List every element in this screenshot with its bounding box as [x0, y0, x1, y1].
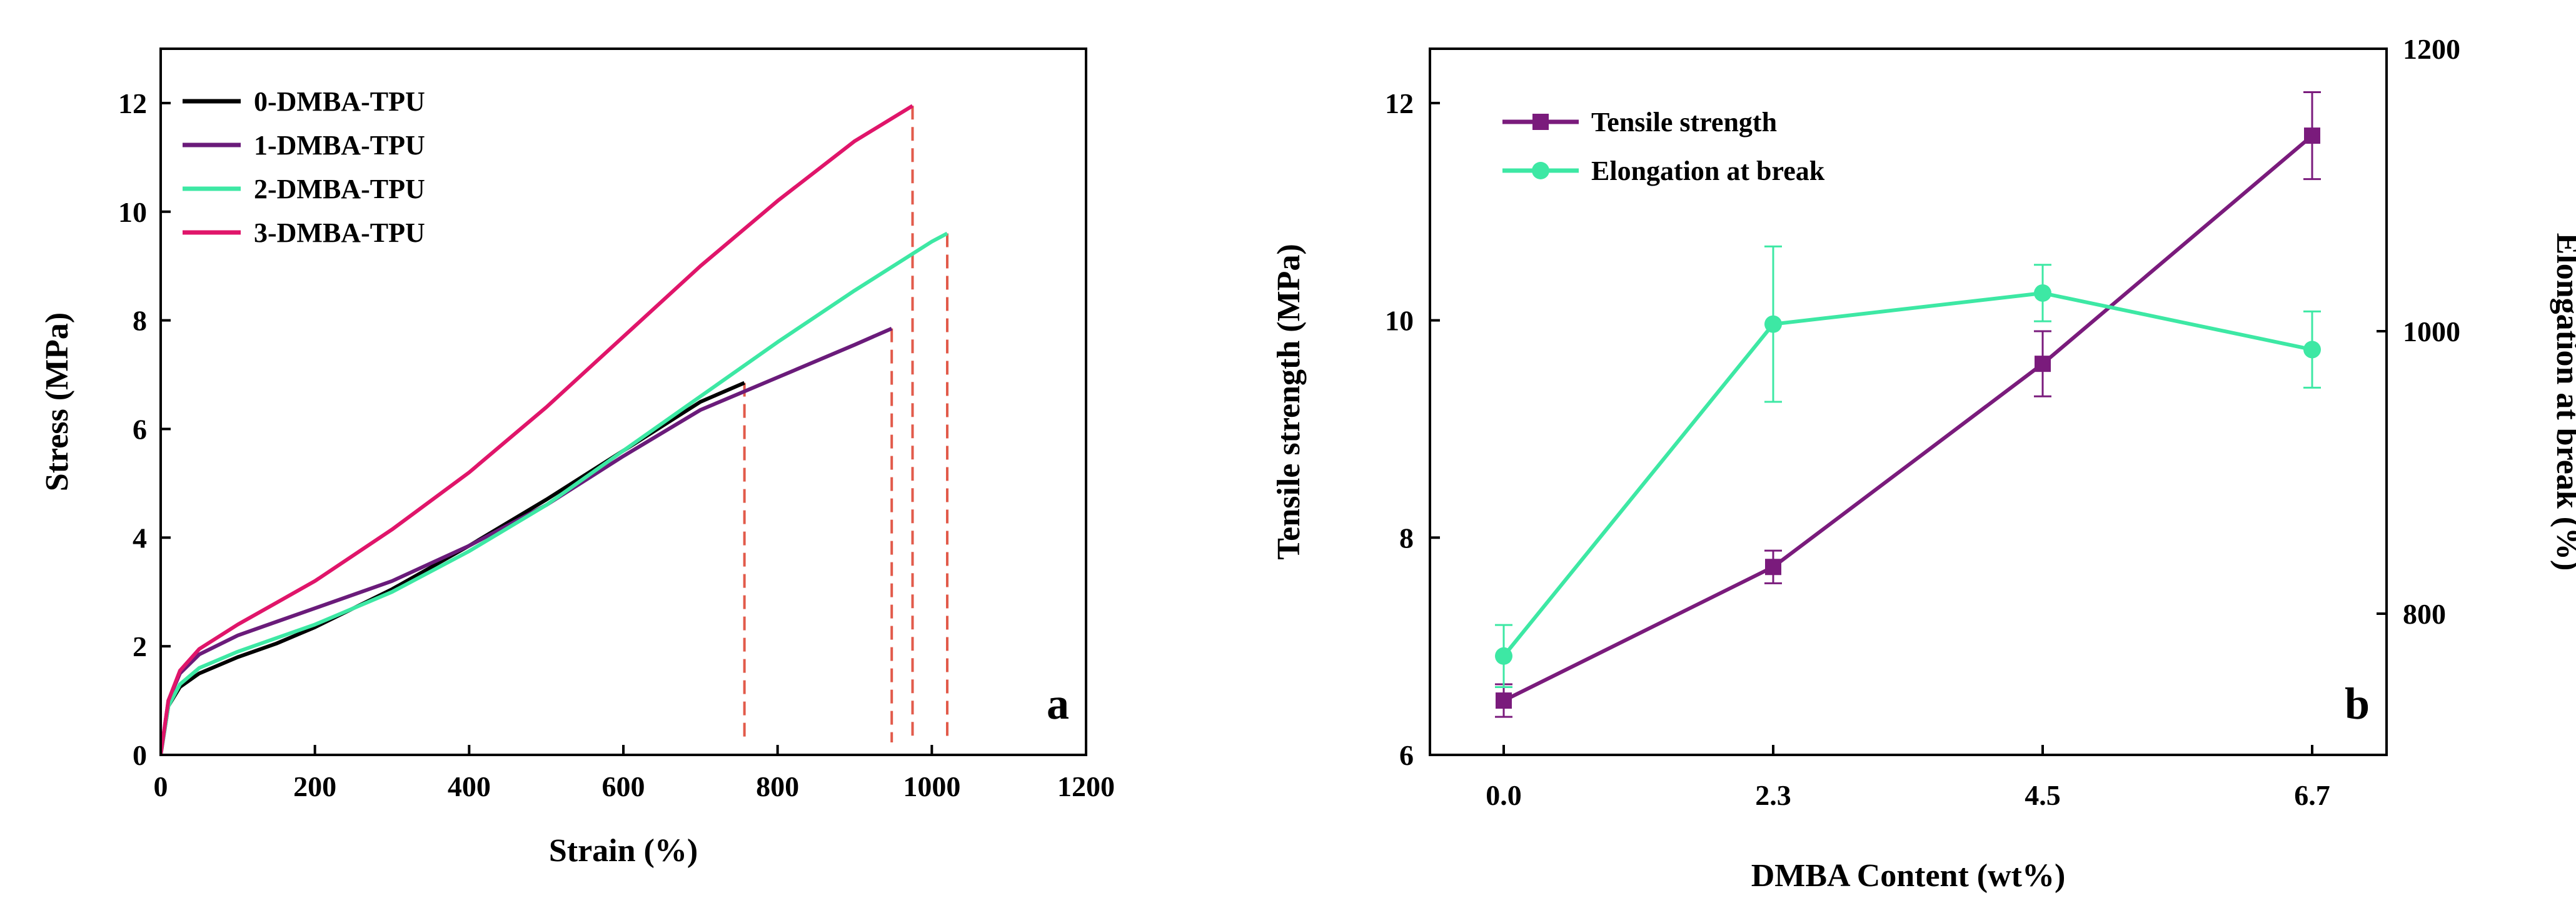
- panel-a-series-2-dmba-tpu: [161, 231, 948, 755]
- panel-b-point-tensile-strength: [2035, 356, 2051, 372]
- panel-b-point-tensile-strength: [1765, 559, 1781, 576]
- panel-a-legend-label-0-dmba-tpu: 0-DMBA-TPU: [254, 86, 425, 117]
- panel-a-xtick-label: 1200: [1057, 771, 1115, 802]
- panel-b-ylabel: Tensile strength (MPa): [1271, 244, 1307, 560]
- panel-b-point-tensile-strength: [2304, 127, 2320, 144]
- panel-b-point-elongation-at-break: [1495, 647, 1512, 665]
- panel-b-y2tick-label: 800: [2403, 598, 2446, 630]
- panel-b-xticks: 0.0 2.3 4.5 6.7: [1486, 745, 2330, 811]
- panel-a-ytick-label: 10: [118, 196, 147, 228]
- panel-a: 0 200 400 600 800 1000 1200 0 2 4 6 8 10 12 Strain (…: [39, 47, 1115, 869]
- panel-b-frame: [1429, 47, 2388, 756]
- panel-b-legend-marker-tensile-strength: [1532, 114, 1549, 130]
- panel-a-ytick-label: 2: [133, 631, 147, 662]
- panel-b-legend: Tensile strength Elongation at break: [1502, 107, 1825, 186]
- panel-b-series-tensile-strength: [1502, 134, 2313, 702]
- panel-b-ytick-label: 8: [1399, 522, 1414, 554]
- panel-b-ytick-label: 12: [1385, 87, 1414, 119]
- panel-b-xtick-label: 6.7: [2294, 779, 2330, 811]
- panel-a-xtick-label: 400: [448, 771, 491, 802]
- panel-b-xtick-label: 2.3: [1755, 779, 1791, 811]
- panel-b-y2label: Elongation at break (%): [2550, 233, 2576, 571]
- panel-a-ytick-label: 4: [133, 522, 147, 554]
- panel-a-series-1-dmba-tpu: [161, 326, 893, 755]
- panel-a-series-0-dmba-tpu: [161, 381, 745, 755]
- panel-a-xtick-label: 0: [154, 771, 168, 802]
- panel-a-xlabel: Strain (%): [549, 833, 698, 869]
- panel-b-xlabel: DMBA Content (wt%): [1751, 858, 2066, 894]
- panel-b-point-elongation-at-break: [2034, 284, 2051, 302]
- panel-b-y2ticks: 800 1000 1200: [2377, 33, 2460, 630]
- panel-b: 0.0 2.3 4.5 6.7 6 8 10 12 800 1000 1200 DMBA Con…: [1271, 33, 2576, 894]
- panel-a-ytick-label: 8: [133, 305, 147, 337]
- panel-a-ytick-label: 6: [133, 413, 147, 445]
- panel-a-series: [161, 104, 948, 755]
- panel-b-y2tick-label: 1200: [2403, 33, 2460, 65]
- panel-b-yticks: 6 8 10 12: [1385, 87, 1440, 771]
- panel-a-series-3-dmba-tpu: [161, 104, 914, 755]
- panel-b-legend-marker-elongation-at-break: [1532, 162, 1549, 179]
- panel-b-legend-label-tensile-strength: Tensile strength: [1591, 107, 1777, 137]
- panel-a-legend-label-1-dmba-tpu: 1-DMBA-TPU: [254, 130, 425, 161]
- panel-a-yticks: 0 2 4 6 8 10 12: [118, 87, 171, 771]
- panel-b-ytick-label: 10: [1385, 305, 1414, 337]
- panel-a-xtick-label: 200: [293, 771, 336, 802]
- panel-a-xtick-label: 800: [756, 771, 799, 802]
- panel-b-legend-label-elongation-at-break: Elongation at break: [1591, 156, 1825, 186]
- panel-a-xticks: 0 200 400 600 800 1000 1200: [154, 745, 1115, 802]
- panel-b-point-elongation-at-break: [1764, 315, 1782, 333]
- panel-a-legend-label-3-dmba-tpu: 3-DMBA-TPU: [254, 217, 425, 248]
- panel-b-xtick-label: 0.0: [1486, 779, 1522, 811]
- panel-a-ytick-label: 0: [133, 739, 147, 771]
- panel-b-y2tick-label: 1000: [2403, 316, 2460, 347]
- panel-b-point-elongation-at-break: [2303, 341, 2321, 359]
- panel-a-legend-label-2-dmba-tpu: 2-DMBA-TPU: [254, 174, 425, 204]
- panel-a-legend: 0-DMBA-TPU 1-DMBA-TPU 2-DMBA-TPU 3-DMBA-TPU: [183, 86, 425, 248]
- panel-b-point-tensile-strength: [1496, 692, 1512, 709]
- panel-a-letter: a: [1047, 679, 1069, 729]
- panel-b-series-elongation-at-break: [1502, 291, 2313, 657]
- panel-b-series: [1495, 91, 2321, 718]
- panel-a-ylabel: Stress (MPa): [39, 312, 75, 491]
- panel-b-letter: b: [2345, 679, 2370, 729]
- panel-b-xtick-label: 4.5: [2025, 779, 2061, 811]
- panel-a-xtick-label: 600: [602, 771, 645, 802]
- panel-b-ytick-label: 6: [1399, 739, 1414, 771]
- panel-a-breaklines: [743, 106, 948, 742]
- panel-a-xtick-label: 1000: [903, 771, 960, 802]
- panel-a-ytick-label: 12: [118, 87, 147, 119]
